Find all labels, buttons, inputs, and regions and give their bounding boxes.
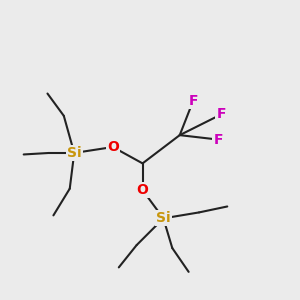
Text: Si: Si (156, 212, 171, 225)
Text: Si: Si (67, 146, 82, 160)
Text: O: O (136, 183, 148, 197)
Text: O: O (107, 140, 119, 154)
Text: F: F (214, 133, 223, 147)
Text: F: F (188, 94, 198, 108)
Text: F: F (217, 107, 226, 121)
